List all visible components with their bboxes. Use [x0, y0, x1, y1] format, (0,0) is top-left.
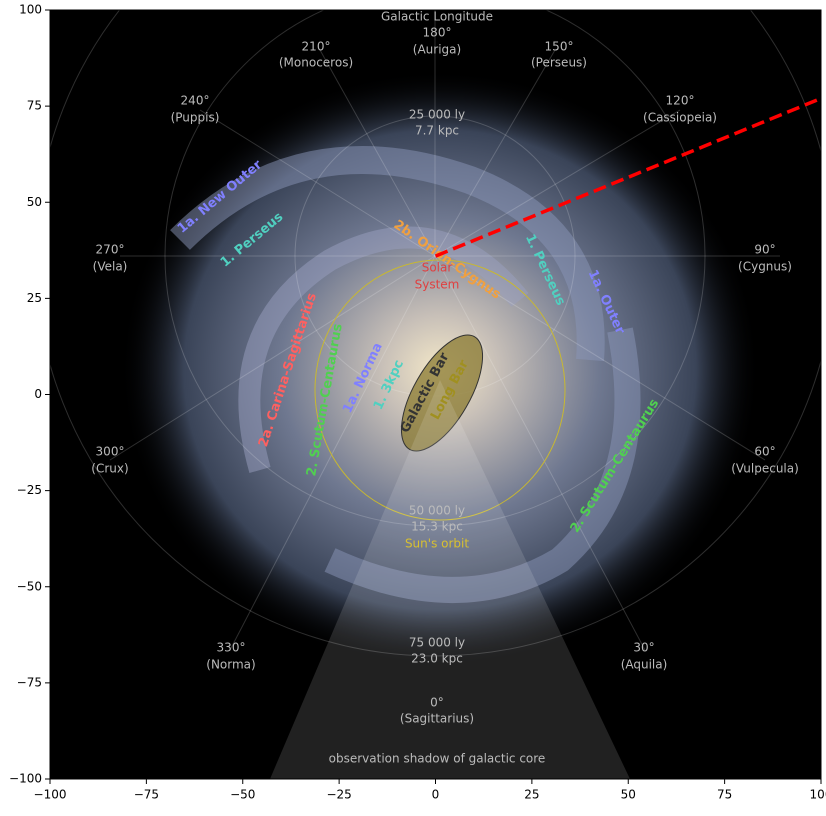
annotation: (Sagittarius) — [400, 712, 474, 726]
annotation: 15.3 kpc — [411, 520, 463, 534]
annotation: (Crux) — [91, 462, 128, 476]
annotation: (Cassiopeia) — [643, 111, 717, 125]
annotation: 300° — [96, 445, 125, 459]
annotation: Galactic Longitude — [381, 10, 493, 24]
x-tick-label: 75 — [717, 788, 732, 802]
annotation: (Vulpecula) — [731, 462, 799, 476]
y-tick-label: −100 — [9, 772, 42, 786]
y-tick-label: −25 — [17, 483, 42, 497]
annotation: 7.7 kpc — [415, 124, 459, 138]
y-tick-label: 75 — [27, 99, 42, 113]
annotation: 330° — [217, 641, 246, 655]
y-tick-label: −75 — [17, 675, 42, 689]
annotation: 75 000 ly — [409, 636, 465, 650]
x-tick-label: 0 — [432, 788, 440, 802]
annotation: 23.0 kpc — [411, 652, 463, 666]
annotation: System — [415, 278, 460, 292]
y-tick-label: 50 — [27, 195, 42, 209]
x-tick-label: 100 — [810, 788, 826, 802]
annotation: 180° — [423, 26, 452, 40]
annotation: (Monoceros) — [279, 56, 353, 70]
annotation: (Aquila) — [621, 658, 668, 672]
annotation: 30° — [633, 641, 654, 655]
annotation: 50 000 ly — [409, 504, 465, 518]
y-tick-label: 0 — [34, 387, 42, 401]
x-tick-label: 25 — [524, 788, 539, 802]
annotation: (Puppis) — [171, 111, 220, 125]
annotation: Sun's orbit — [405, 537, 469, 551]
annotation: 25 000 ly — [409, 108, 465, 122]
annotation: 90° — [754, 243, 775, 257]
annotation: 0° — [430, 696, 444, 710]
y-tick-label: 25 — [27, 291, 42, 305]
annotation: (Vela) — [93, 260, 128, 274]
annotation: Solar — [422, 261, 453, 275]
x-tick-label: −75 — [134, 788, 159, 802]
annotation: 270° — [96, 243, 125, 257]
annotation: 210° — [302, 40, 331, 54]
annotation: (Auriga) — [413, 43, 461, 57]
x-tick-label: −100 — [34, 788, 67, 802]
data-line — [434, 96, 821, 258]
annotation: 150° — [545, 40, 574, 54]
y-tick-label: 100 — [19, 3, 42, 17]
x-tick-label: −25 — [326, 788, 351, 802]
background — [50, 10, 821, 779]
x-tick-label: −50 — [230, 788, 255, 802]
annotation: (Perseus) — [531, 56, 587, 70]
annotation: (Cygnus) — [738, 260, 792, 274]
annotation: observation shadow of galactic core — [329, 752, 546, 766]
annotation: (Norma) — [206, 658, 255, 672]
annotation: 60° — [754, 445, 775, 459]
x-tick-label: 50 — [621, 788, 636, 802]
y-tick-label: −50 — [17, 579, 42, 593]
annotation: 120° — [666, 94, 695, 108]
annotation: 240° — [181, 94, 210, 108]
